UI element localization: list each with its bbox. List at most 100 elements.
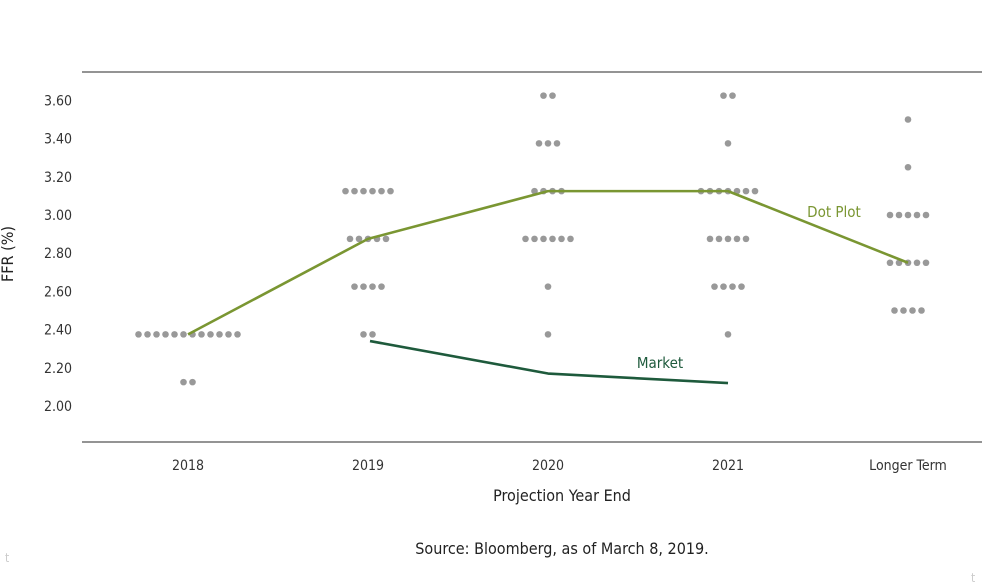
dot-point [729,283,736,290]
dot-point [355,235,363,243]
dot-point [733,235,741,243]
dot-point [886,211,894,219]
dot-point [189,378,196,386]
dot-point [886,259,894,267]
dot-point [720,283,727,290]
dot-point [909,307,916,314]
source-note: Source: Bloomberg, as of March 8, 2019. [415,539,708,558]
y-axis-ticks: 3.60 3.40 3.20 3.00 2.80 2.60 2.40 2.20 2.00 [44,93,72,415]
dot-point [342,187,349,195]
dot-point [540,92,547,99]
dot-point [535,140,543,147]
y-tick-label: 3.40 [44,132,72,148]
dot-point [544,140,552,147]
y-tick-label: 2.20 [44,361,72,377]
dot-point [742,187,750,195]
market-label: Market [637,354,683,372]
x-tick-label: Longer Term [869,458,947,474]
dot-point [729,92,736,99]
dot-point [544,331,552,338]
dot-point [378,187,385,195]
dot-point [549,235,556,243]
dot-point [895,211,903,219]
x-tick-label: 2018 [172,458,204,474]
dot-point [715,235,723,243]
dot-point [540,235,547,243]
dot-point [369,331,376,338]
corner-mark-left: t [5,551,9,565]
y-tick-label: 2.80 [44,246,72,262]
dot-point [891,307,898,314]
x-tick-label: 2021 [712,458,744,474]
dot-point [360,331,367,338]
dot-point [922,259,930,267]
dot-point [531,235,538,243]
dot-point [144,331,151,338]
dot-point [706,235,714,243]
dot-point [904,211,912,219]
x-axis-ticks: 2018 2019 2020 2021 Longer Term [172,458,947,474]
dot-point [742,235,750,243]
dot-point [558,235,565,243]
y-tick-label: 3.00 [44,208,72,224]
dot-point [553,140,561,147]
dot-point [913,211,921,219]
dot-point [378,283,385,290]
dot-point [369,187,376,195]
dot-point [351,187,358,195]
dot-point [234,331,241,338]
y-tick-label: 2.60 [44,284,72,300]
dot-point [225,331,232,338]
dot-point [918,307,925,314]
dot-point [549,92,556,99]
dot-point [180,378,187,386]
y-tick-label: 2.00 [44,399,72,415]
dot-point [171,331,178,338]
dot-point [711,283,718,290]
dot-point [544,283,552,290]
dot-point [724,331,732,338]
market-line [369,339,729,385]
dot-point [360,283,367,290]
fomc-dots [135,92,930,386]
dot-point [724,140,732,147]
dot-point [216,331,223,338]
dot-point [135,331,142,338]
dot-point [913,259,921,267]
x-axis-title: Projection Year End [493,486,631,505]
dot-point [360,187,367,195]
y-tick-label: 2.40 [44,323,72,339]
x-tick-label: 2020 [532,458,564,474]
x-tick-label: 2019 [352,458,384,474]
dot-point [351,283,358,290]
dot-point [904,163,912,171]
y-tick-label: 3.20 [44,170,72,186]
dot-plot-label: Dot Plot [807,203,861,221]
series-annotations: Dot Plot Market [637,203,861,372]
dot-point [922,211,930,219]
dot-point [162,331,169,338]
dot-point [724,235,732,243]
y-tick-label: 3.60 [44,93,72,109]
dot-point [198,331,205,338]
dot-point [153,331,160,338]
dot-point [522,235,529,243]
series-lines [187,189,909,385]
dot-point [346,235,354,243]
dot-plot-median-line [187,189,909,336]
dot-point [720,92,727,99]
dot-point [900,307,907,314]
dot-point [531,187,538,195]
dot-point [738,283,745,290]
dot-point [387,187,394,195]
dot-point [369,283,376,290]
dot-point [207,331,214,338]
dot-point [751,187,759,195]
dot-point [180,331,187,338]
dot-point [904,116,912,123]
y-axis-title: FFR (%) [0,226,17,282]
dot-point [567,235,574,243]
corner-mark-right: t [971,571,975,585]
dot-point [382,235,390,243]
